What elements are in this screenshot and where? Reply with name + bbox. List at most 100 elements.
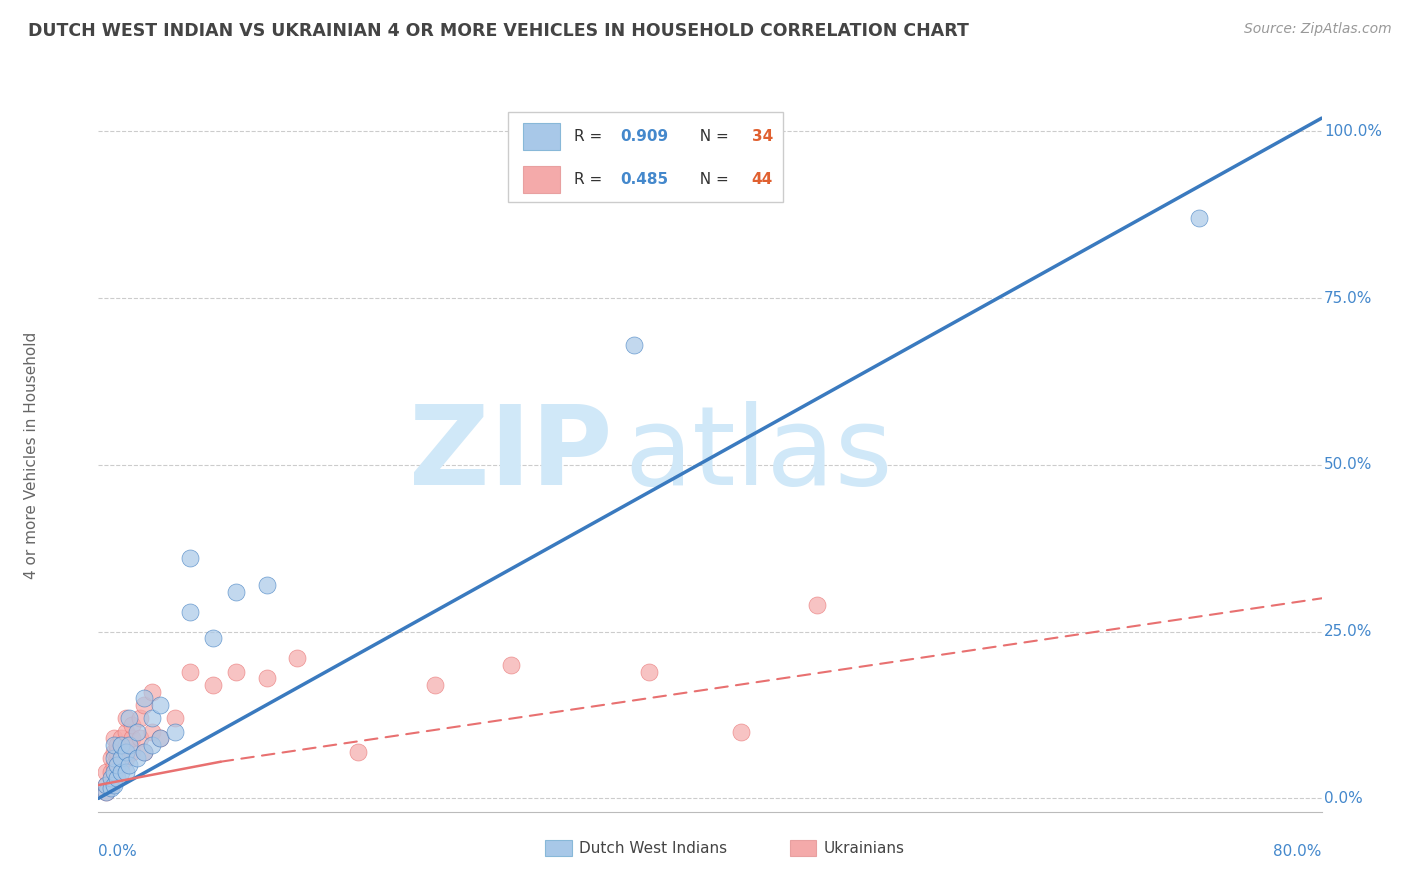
Text: 4 or more Vehicles in Household: 4 or more Vehicles in Household [24, 331, 38, 579]
Point [134, 745, 156, 759]
Point [128, 711, 150, 725]
FancyBboxPatch shape [523, 166, 560, 193]
Point [121, 731, 143, 746]
Point [623, 338, 645, 352]
Text: 0.0%: 0.0% [1324, 791, 1362, 805]
Point [118, 711, 141, 725]
Point [202, 632, 225, 646]
Point [637, 665, 661, 679]
Point [806, 598, 828, 612]
Point [118, 758, 141, 772]
Text: Ukrainians: Ukrainians [824, 840, 905, 855]
Point [115, 738, 138, 752]
Point [225, 665, 247, 679]
Point [115, 751, 138, 765]
Point [225, 584, 247, 599]
Point [1188, 211, 1211, 226]
Point [110, 745, 132, 759]
Point [256, 578, 278, 592]
Point [423, 678, 446, 692]
Point [141, 684, 163, 698]
Text: ZIP: ZIP [409, 401, 612, 508]
Point [100, 751, 122, 765]
Text: 0.485: 0.485 [620, 172, 669, 187]
Point [141, 738, 163, 752]
Point [105, 764, 128, 779]
Point [103, 778, 125, 792]
Point [94, 778, 117, 792]
Text: 100.0%: 100.0% [1324, 124, 1382, 139]
Point [125, 724, 148, 739]
Point [179, 551, 201, 566]
Point [110, 738, 132, 752]
Text: 34: 34 [752, 129, 773, 145]
Text: Dutch West Indians: Dutch West Indians [579, 840, 727, 855]
Point [202, 678, 225, 692]
Point [110, 738, 132, 752]
Point [110, 758, 132, 772]
Text: 0.0%: 0.0% [98, 844, 138, 859]
FancyBboxPatch shape [523, 123, 560, 150]
Point [501, 658, 523, 673]
FancyBboxPatch shape [790, 840, 817, 856]
Point [163, 724, 186, 739]
Text: R =: R = [574, 172, 607, 187]
Point [121, 745, 143, 759]
Point [105, 745, 128, 759]
Point [115, 711, 138, 725]
Point [94, 778, 117, 792]
Point [128, 731, 150, 746]
Point [100, 772, 122, 786]
Point [115, 724, 138, 739]
Point [118, 738, 141, 752]
Point [110, 751, 132, 765]
Point [105, 738, 128, 752]
Point [110, 731, 132, 746]
Text: 75.0%: 75.0% [1324, 291, 1372, 306]
Point [103, 731, 125, 746]
Point [134, 698, 156, 712]
FancyBboxPatch shape [508, 112, 783, 202]
Point [149, 731, 172, 746]
Point [105, 772, 128, 786]
Point [285, 651, 308, 665]
Point [149, 698, 172, 712]
Point [103, 745, 125, 759]
FancyBboxPatch shape [546, 840, 572, 856]
Point [125, 751, 148, 765]
Text: 44: 44 [752, 172, 773, 187]
Point [100, 764, 122, 779]
Point [94, 764, 117, 779]
Point [256, 671, 278, 685]
Text: atlas: atlas [624, 401, 893, 508]
Point [100, 778, 122, 792]
Point [105, 751, 128, 765]
Point [134, 745, 156, 759]
Point [149, 731, 172, 746]
Text: R =: R = [574, 129, 607, 145]
Point [103, 758, 125, 772]
Point [141, 724, 163, 739]
Point [179, 605, 201, 619]
Point [103, 738, 125, 752]
Point [100, 781, 122, 796]
Text: DUTCH WEST INDIAN VS UKRAINIAN 4 OR MORE VEHICLES IN HOUSEHOLD CORRELATION CHART: DUTCH WEST INDIAN VS UKRAINIAN 4 OR MORE… [28, 22, 969, 40]
Point [730, 724, 752, 739]
Point [121, 718, 143, 732]
Point [115, 764, 138, 779]
Point [103, 764, 125, 779]
Point [141, 711, 163, 725]
Point [179, 665, 201, 679]
Point [103, 772, 125, 786]
Point [103, 751, 125, 765]
Point [134, 691, 156, 706]
Point [163, 711, 186, 725]
Point [115, 745, 138, 759]
Point [347, 745, 370, 759]
Point [94, 785, 117, 799]
Text: 25.0%: 25.0% [1324, 624, 1372, 640]
Point [105, 758, 128, 772]
Text: N =: N = [690, 129, 734, 145]
Text: 50.0%: 50.0% [1324, 458, 1372, 473]
Point [94, 785, 117, 799]
